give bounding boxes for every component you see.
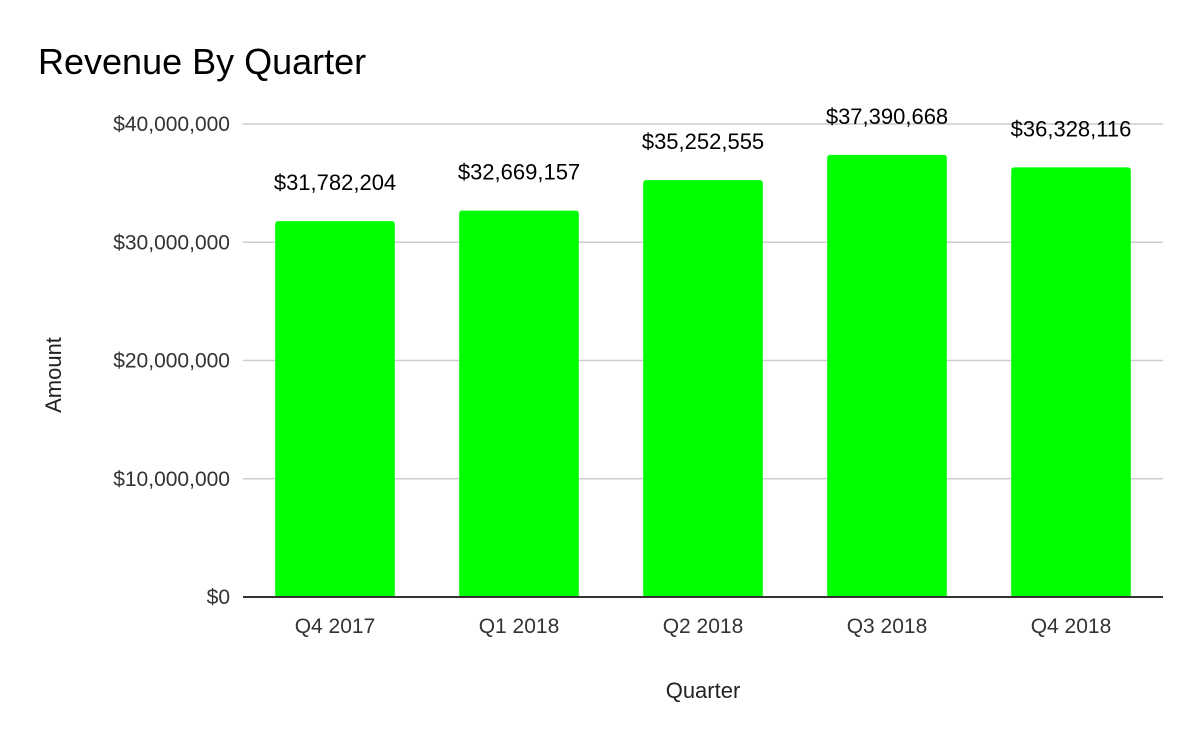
y-axis-ticks: $0 $10,000,000 $20,000,000 $30,000,000 $40,0… (113, 113, 230, 609)
data-label: $37,390,668 (826, 104, 948, 129)
y-tick-label: $20,000,000 (113, 350, 230, 373)
data-label: $31,782,204 (274, 170, 396, 195)
y-tick-label: $40,000,000 (113, 113, 230, 136)
x-tick-label: Q4 2017 (295, 615, 376, 638)
chart-title: Revenue By Quarter (38, 41, 366, 82)
data-label: $36,328,116 (1011, 116, 1132, 141)
x-tick-label: Q1 2018 (479, 615, 560, 638)
bars (275, 154, 1131, 598)
data-label: $35,252,555 (642, 129, 764, 154)
x-tick-label: Q4 2018 (1031, 615, 1112, 638)
x-tick-label: Q2 2018 (663, 615, 744, 638)
bar-q4-2017 (275, 221, 395, 598)
y-tick-label: $10,000,000 (113, 468, 230, 491)
x-axis-ticks: Q4 2017 Q1 2018 Q2 2018 Q3 2018 Q4 2018 (295, 615, 1112, 638)
y-axis-title: Amount (41, 337, 66, 413)
data-labels: $31,782,204 $32,669,157 $35,252,555 $37,390… (274, 104, 1132, 195)
x-axis-title: Quarter (666, 678, 741, 703)
y-tick-label: $30,000,000 (113, 231, 230, 254)
x-tick-label: Q3 2018 (847, 615, 928, 638)
bar-q1-2018 (459, 210, 579, 597)
bar-q4-2018 (1011, 167, 1131, 597)
y-tick-label: $0 (207, 586, 230, 609)
bar-q3-2018 (827, 154, 947, 597)
data-label: $32,669,157 (458, 160, 580, 185)
bar-q2-2018 (643, 180, 763, 597)
